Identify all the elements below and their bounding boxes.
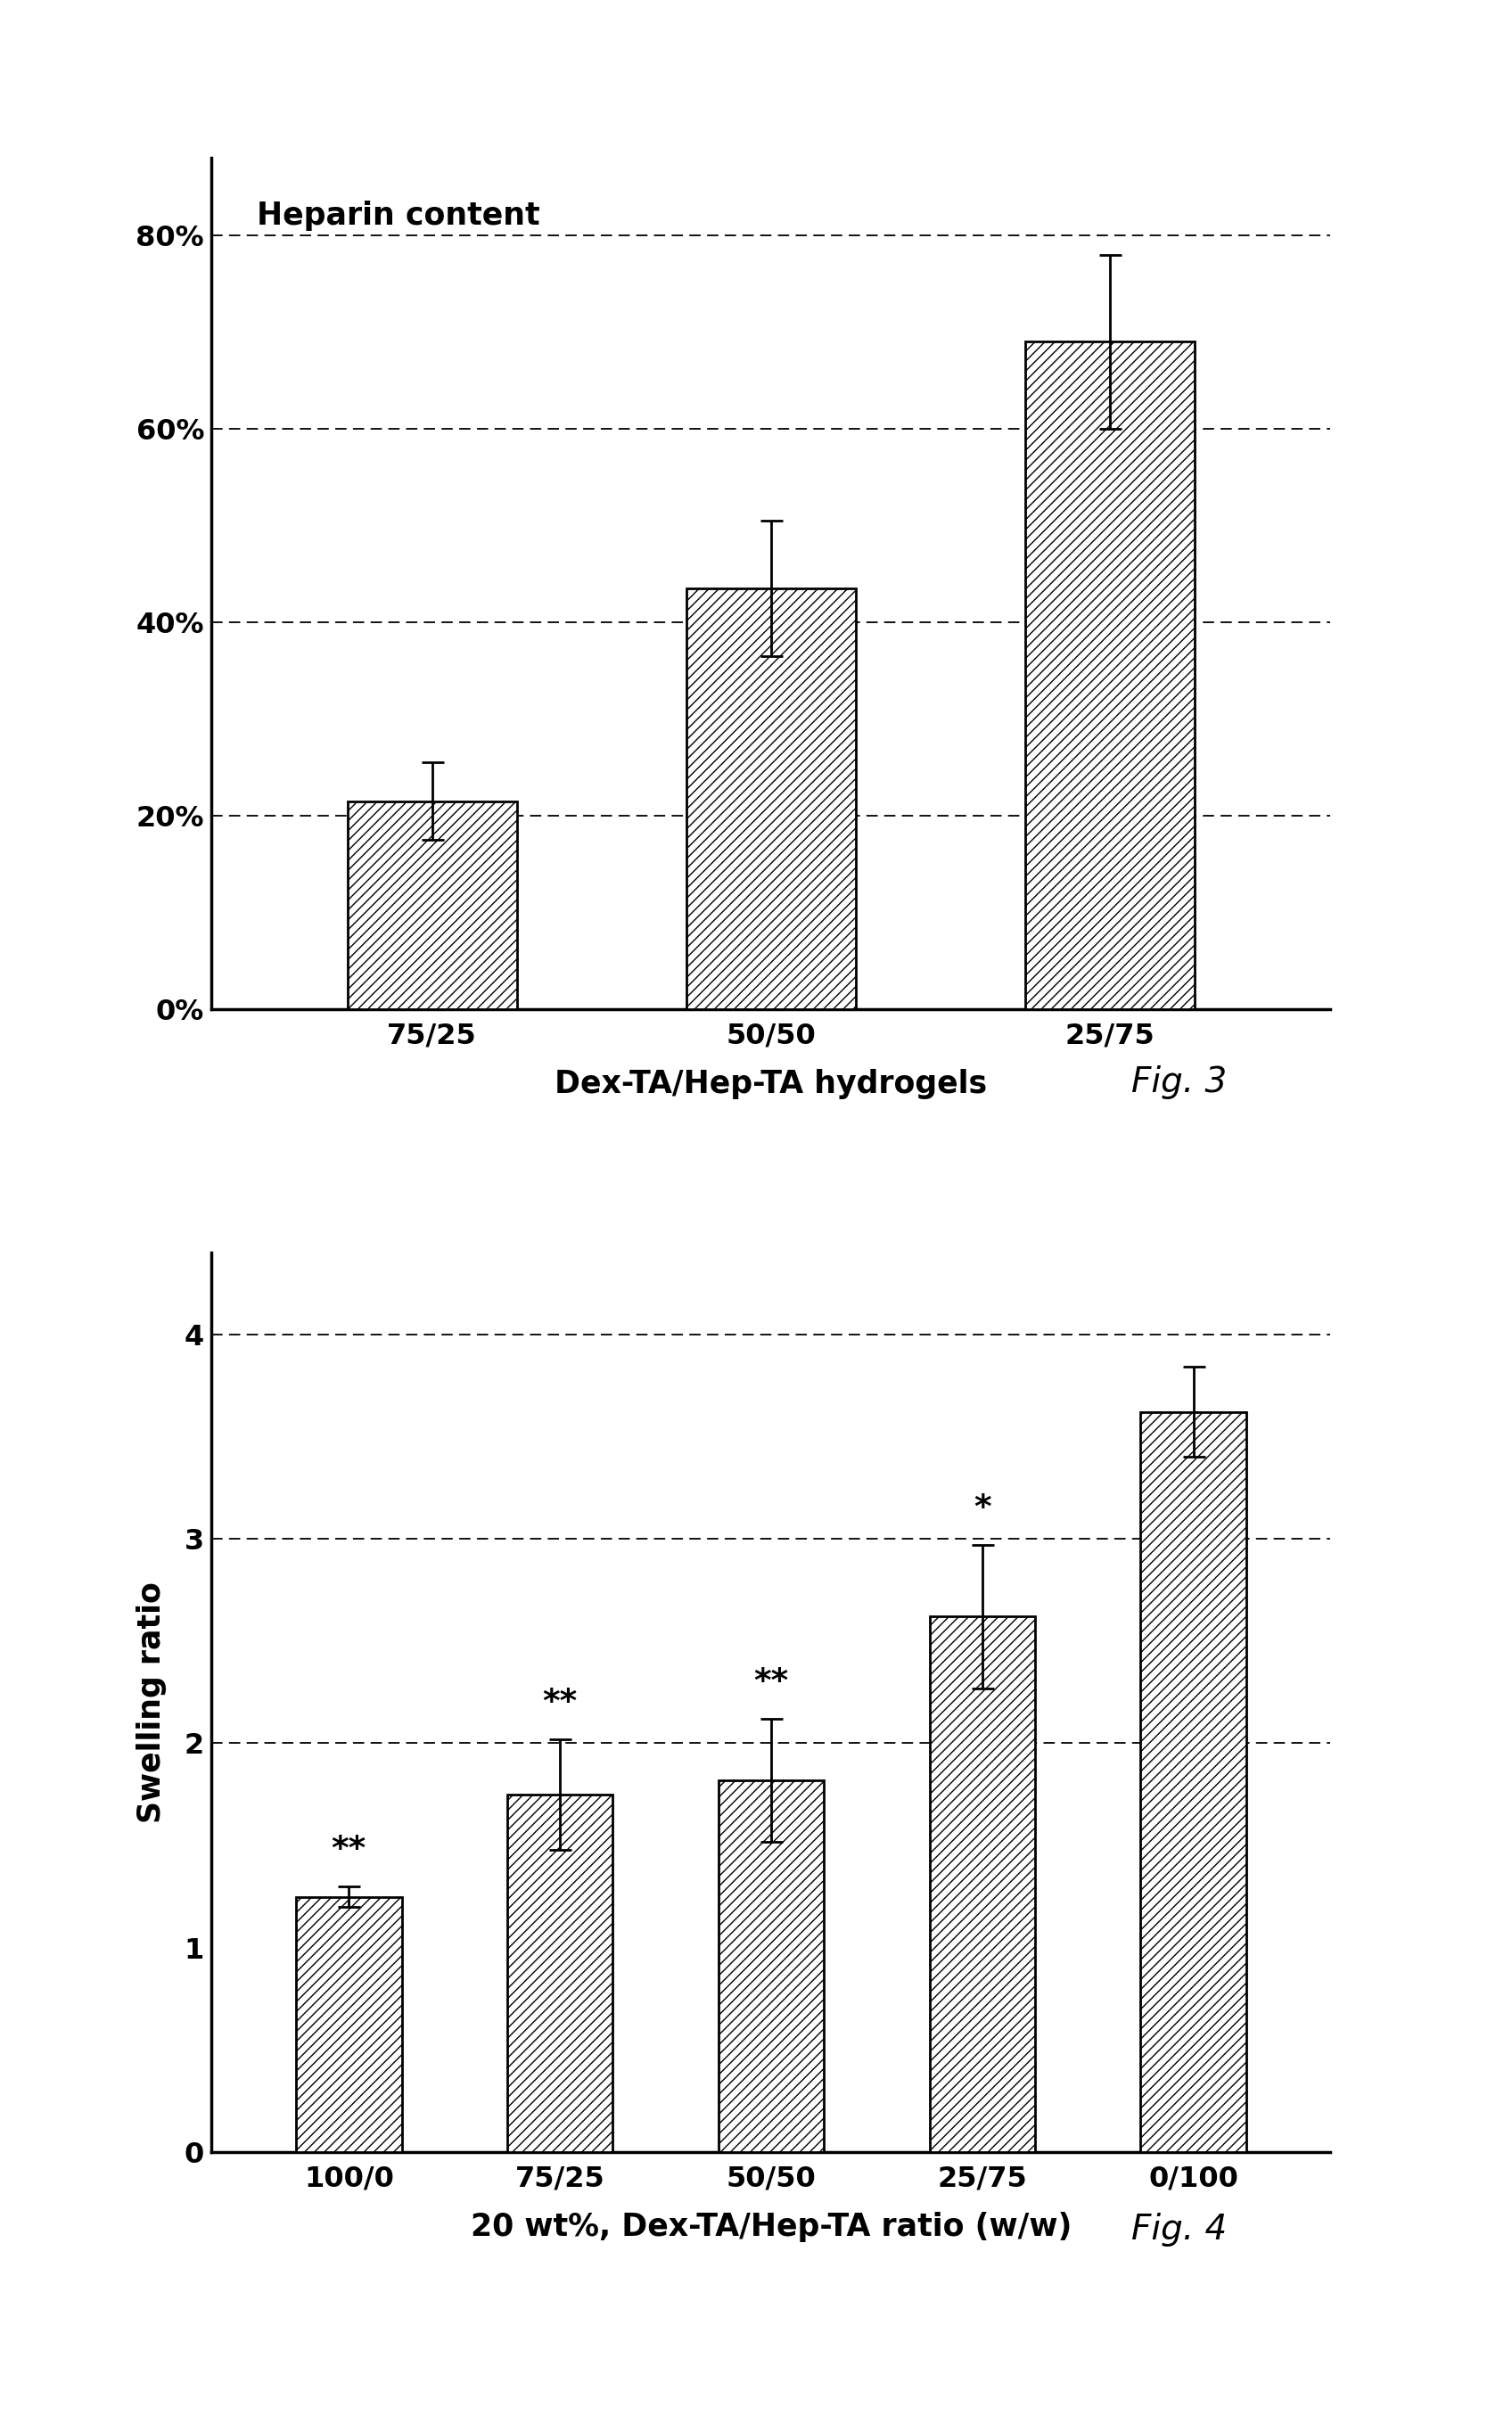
- Text: *: *: [974, 1493, 990, 1525]
- Y-axis label: Swelling ratio: Swelling ratio: [136, 1581, 166, 1824]
- Text: **: **: [753, 1666, 789, 1698]
- Text: **: **: [331, 1834, 366, 1865]
- Bar: [718, 1780, 824, 2152]
- Text: Fig. 3: Fig. 3: [1131, 1065, 1228, 1099]
- Bar: [930, 1617, 1036, 2152]
- Text: **: **: [543, 1688, 578, 1719]
- Bar: [686, 589, 856, 1009]
- X-axis label: 20 wt%, Dex-TA/Hep-TA ratio (w/w): 20 wt%, Dex-TA/Hep-TA ratio (w/w): [470, 2213, 1072, 2242]
- Text: Fig. 4: Fig. 4: [1131, 2213, 1228, 2247]
- Bar: [348, 800, 517, 1009]
- Bar: [1025, 343, 1194, 1009]
- X-axis label: Dex-TA/Hep-TA hydrogels: Dex-TA/Hep-TA hydrogels: [555, 1070, 987, 1099]
- Bar: [1140, 1413, 1246, 2152]
- Bar: [296, 1897, 402, 2152]
- Bar: [507, 1795, 612, 2152]
- Text: Heparin content: Heparin content: [257, 202, 540, 231]
